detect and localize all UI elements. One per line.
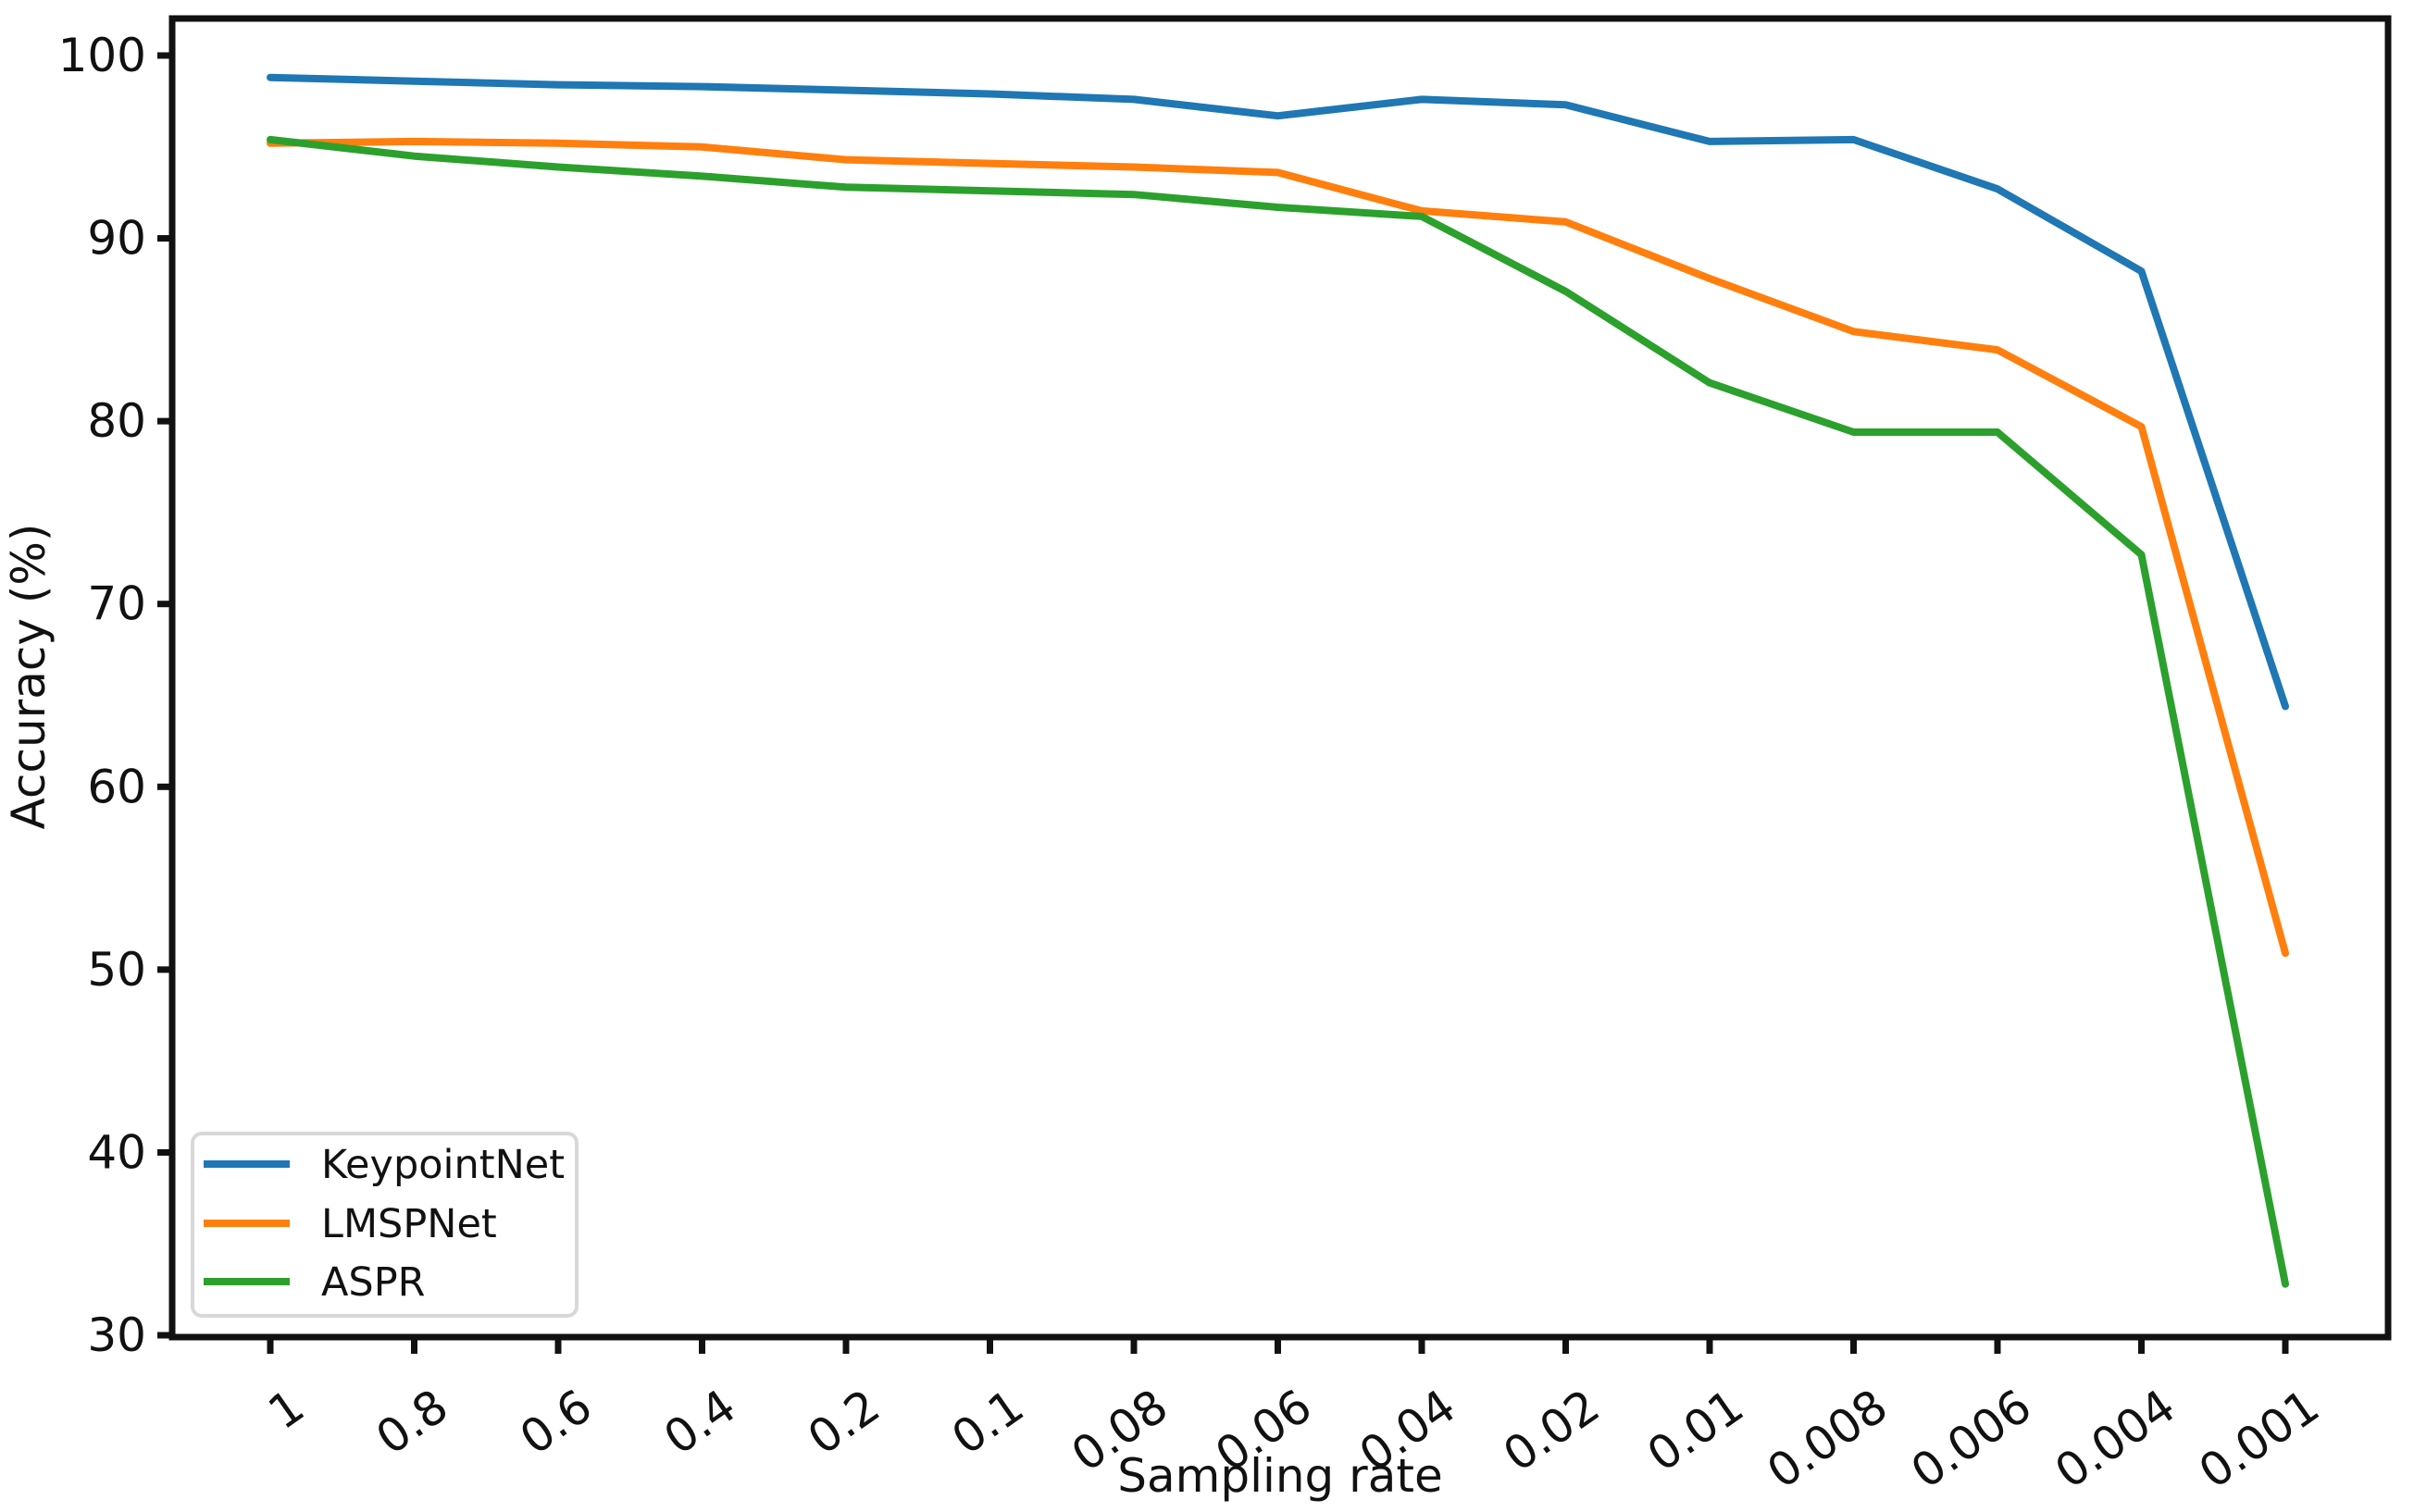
legend-label-aspr: ASPR (321, 1259, 426, 1306)
x-tick-label: 0.004 (2046, 1379, 2185, 1499)
x-tick-label: 0.001 (2189, 1379, 2329, 1499)
y-tick-label: 30 (87, 1308, 146, 1362)
legend-label-keypointnet: KeypointNet (321, 1142, 565, 1188)
series-line-aspr (267, 135, 2289, 1288)
series-line-keypointnet (267, 73, 2289, 711)
y-tick-label: 90 (87, 212, 146, 266)
x-tick-label: 0.1 (942, 1379, 1033, 1465)
x-tick-label: 0.8 (367, 1379, 457, 1465)
x-tick-label: 0.4 (654, 1379, 745, 1465)
y-tick-label: 100 (58, 29, 146, 82)
y-tick-label: 50 (87, 943, 146, 997)
legend: KeypointNet LMSPNet ASPR (191, 1132, 579, 1318)
y-axis-ticks: 30 40 50 60 70 80 90 100 (58, 29, 172, 1362)
y-tick-label: 70 (87, 577, 146, 631)
legend-label-lmspnet: LMSPNet (321, 1201, 497, 1247)
legend-box (191, 1132, 579, 1318)
y-tick-label: 60 (87, 760, 146, 813)
x-tick-label: 0.008 (1758, 1379, 1898, 1499)
x-tick-label: 0.006 (1901, 1379, 2041, 1499)
y-tick-label: 80 (87, 394, 146, 448)
x-tick-label: 0.01 (1637, 1379, 1752, 1481)
x-tick-label: 0.02 (1494, 1379, 1609, 1481)
series-line-lmspnet (267, 137, 2289, 958)
x-tick-label: 0.6 (510, 1379, 601, 1465)
y-axis-title: Accuracy (%) (2, 524, 56, 830)
x-tick-label: 0.2 (798, 1379, 889, 1465)
x-axis-title: Sampling rate (1117, 1449, 1443, 1503)
data-series (267, 73, 2289, 1288)
x-tick-label: 1 (259, 1379, 314, 1440)
y-tick-label: 40 (87, 1125, 146, 1179)
